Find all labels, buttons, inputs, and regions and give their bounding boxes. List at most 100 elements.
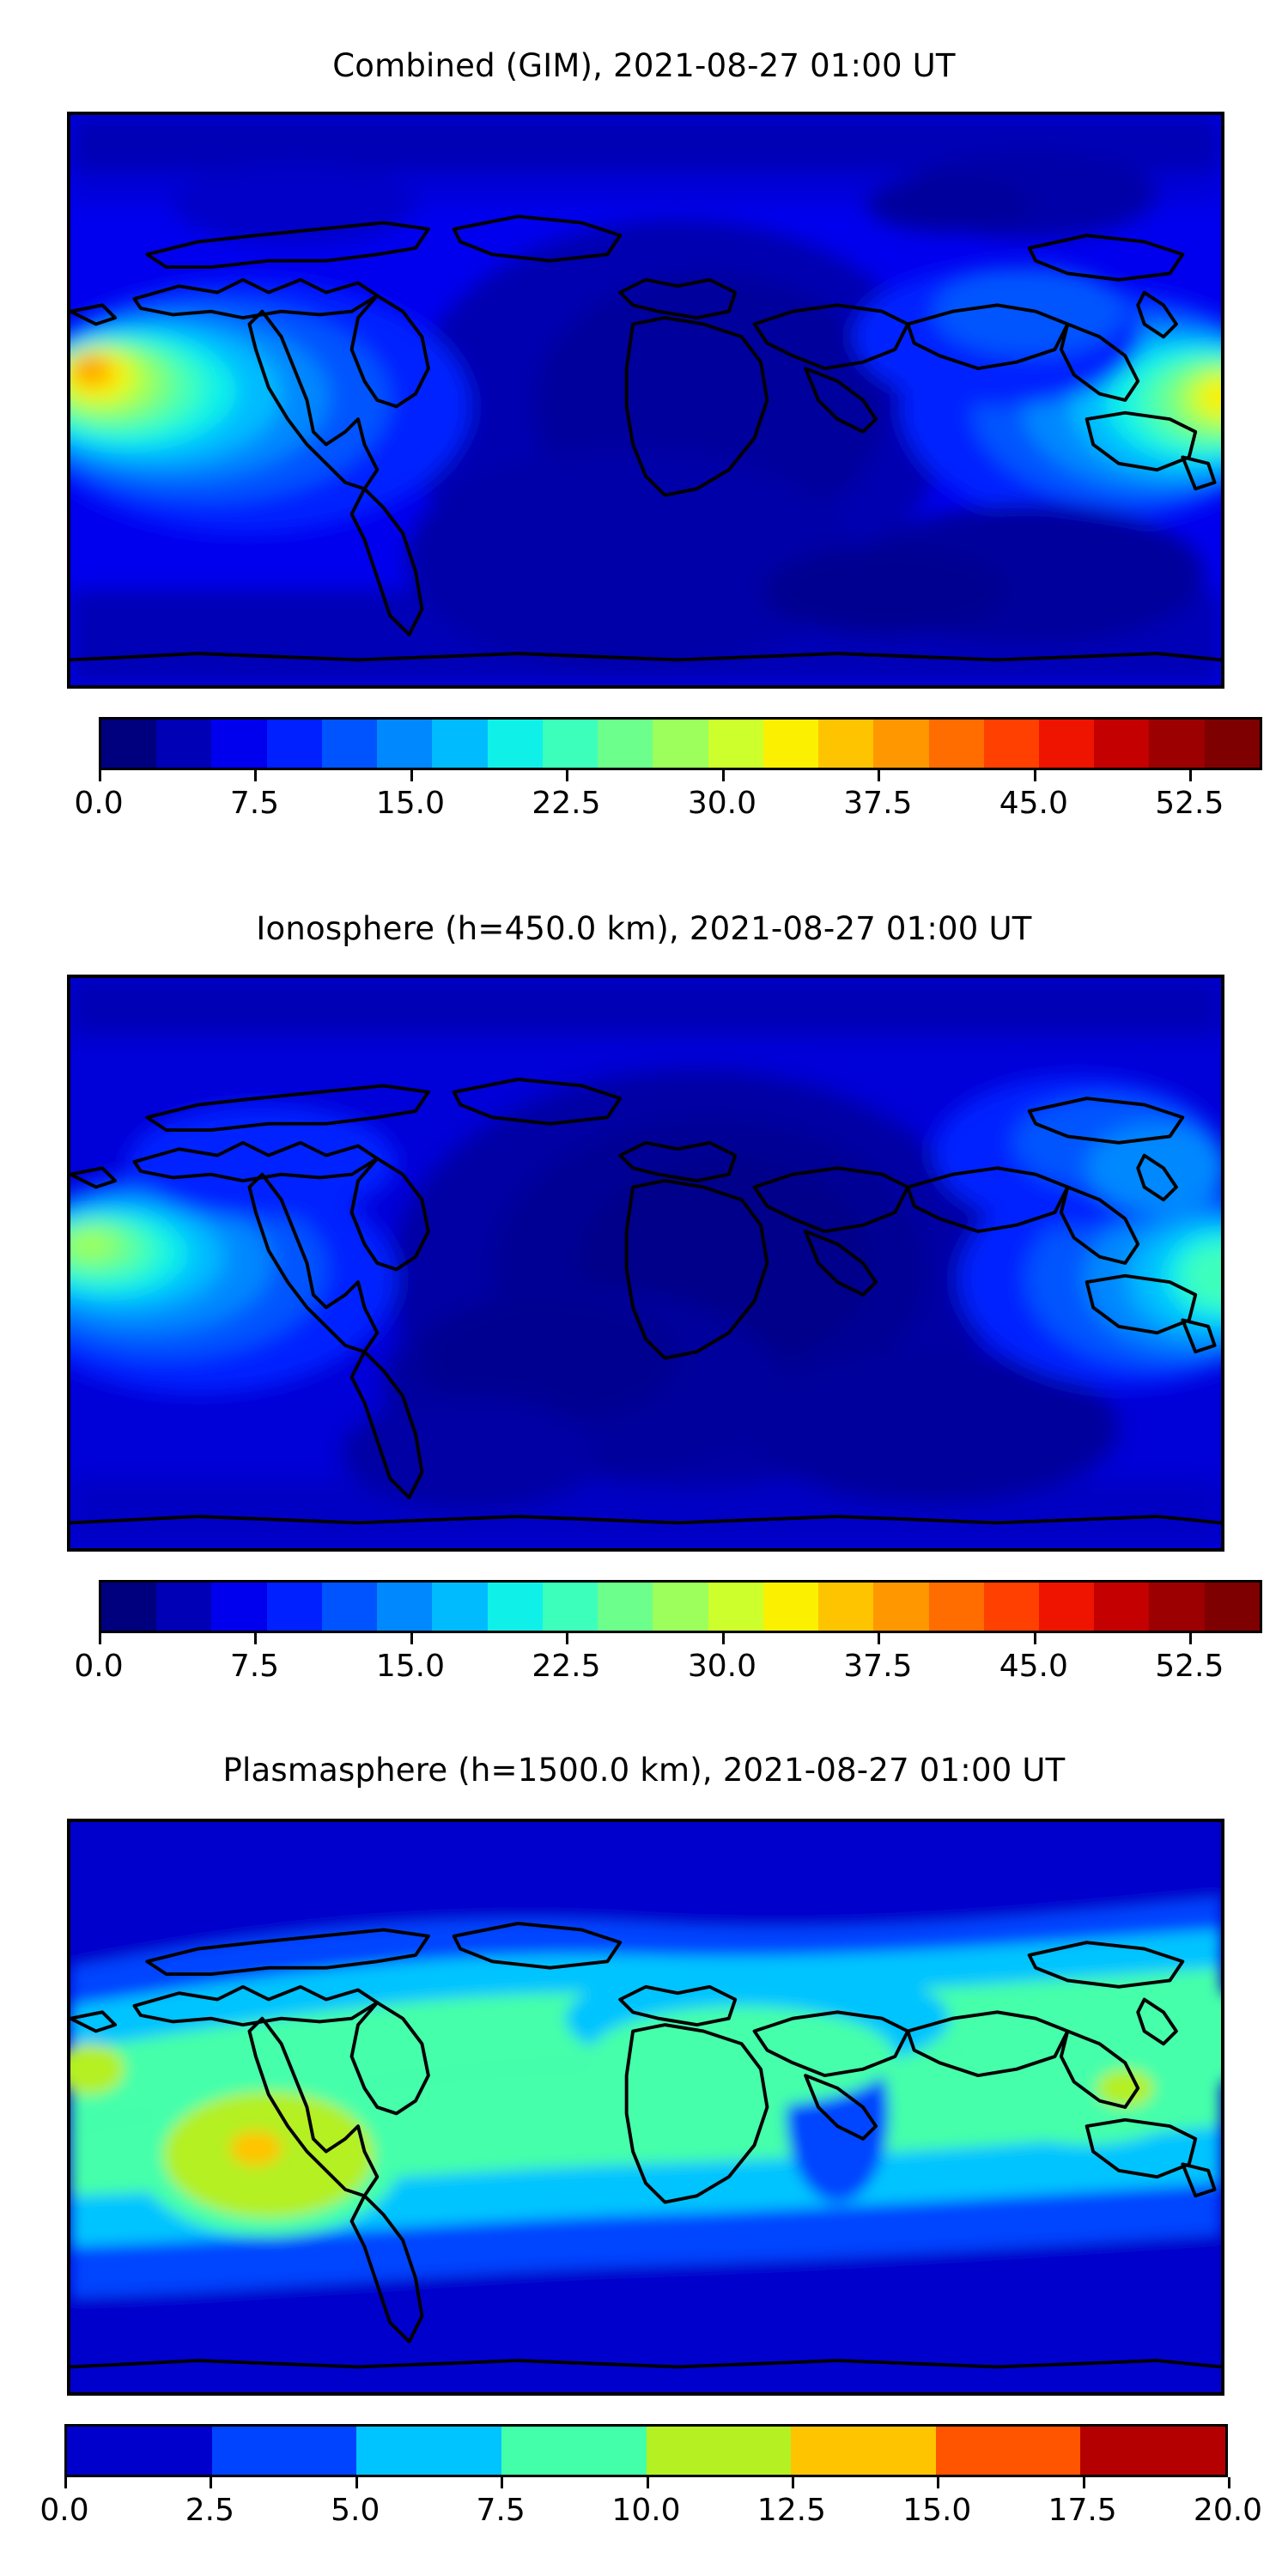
colorbar-tick bbox=[878, 1633, 881, 1644]
panel-title-ionosphere: Ionosphere (h=450.0 km), 2021-08-27 01:0… bbox=[256, 910, 1032, 947]
colorbar-segment bbox=[873, 720, 929, 768]
colorbar-tick bbox=[254, 770, 258, 781]
colorbar-segment bbox=[1149, 1583, 1205, 1631]
map-canvas-ionosphere bbox=[70, 978, 1221, 1548]
colorbar-ionosphere bbox=[99, 1580, 1262, 1633]
colorbar-segment bbox=[935, 2427, 1081, 2475]
colorbar-tick bbox=[1189, 770, 1193, 781]
colorbar-tick bbox=[501, 2477, 504, 2488]
map-ionosphere bbox=[67, 975, 1224, 1552]
colorbar-segment bbox=[156, 720, 212, 768]
colorbar-segment bbox=[432, 1583, 488, 1631]
colorbar-combined bbox=[99, 717, 1262, 770]
colorbar-tick bbox=[646, 2477, 649, 2488]
colorbar-tick bbox=[355, 2477, 358, 2488]
colorbar-segment bbox=[653, 1583, 708, 1631]
colorbar-segment bbox=[487, 720, 543, 768]
colorbar-segment bbox=[67, 2427, 212, 2475]
colorbar-tick bbox=[937, 2477, 940, 2488]
map-combined-gim bbox=[67, 112, 1224, 689]
colorbar-tick-label: 20.0 bbox=[1193, 2493, 1263, 2528]
colorbar-tick bbox=[1189, 1633, 1193, 1644]
colorbar-tick bbox=[410, 1633, 413, 1644]
colorbar-tick-label: 22.5 bbox=[532, 786, 601, 821]
map-plasmasphere bbox=[67, 1819, 1224, 2396]
colorbar-segment bbox=[321, 1583, 378, 1631]
colorbar-tick-label: 7.5 bbox=[229, 1649, 280, 1684]
colorbar-tick-label: 45.0 bbox=[999, 1649, 1068, 1684]
colorbar-segment bbox=[101, 720, 157, 768]
colorbar-tick-label: 0.0 bbox=[74, 786, 124, 821]
colorbar-segment bbox=[983, 720, 1039, 768]
colorbar-tick bbox=[721, 770, 725, 781]
colorbar-segment bbox=[266, 1583, 322, 1631]
colorbar-tick-label: 30.0 bbox=[687, 1649, 756, 1684]
colorbar-segment bbox=[542, 1583, 598, 1631]
colorbar-tick-label: 45.0 bbox=[999, 786, 1068, 821]
colorbar-segment bbox=[928, 1583, 984, 1631]
panel-plasmasphere: Plasmasphere (h=1500.0 km), 2021-08-27 0… bbox=[0, 1735, 1288, 2576]
colorbar-segment bbox=[818, 720, 874, 768]
colorbar-ionosphere-gradient bbox=[99, 1580, 1262, 1633]
colorbar-segment bbox=[873, 1583, 929, 1631]
colorbar-segment bbox=[211, 720, 267, 768]
colorbar-segment bbox=[598, 720, 653, 768]
colorbar-tick-label: 37.5 bbox=[843, 786, 913, 821]
colorbar-tick-label: 7.5 bbox=[229, 786, 280, 821]
colorbar-segment bbox=[762, 720, 819, 768]
colorbar-combined-gradient bbox=[99, 717, 1262, 770]
colorbar-segment bbox=[646, 2427, 792, 2475]
colorbar-tick-label: 30.0 bbox=[687, 786, 756, 821]
colorbar-tick bbox=[64, 2477, 67, 2488]
colorbar-tick-label: 17.5 bbox=[1048, 2493, 1117, 2528]
colorbar-segment bbox=[266, 720, 322, 768]
map-canvas-combined bbox=[70, 115, 1221, 685]
colorbar-segment bbox=[708, 1583, 763, 1631]
colorbar-tick bbox=[410, 770, 413, 781]
colorbar-segment bbox=[1038, 1583, 1095, 1631]
colorbar-segment bbox=[1204, 1583, 1260, 1631]
colorbar-segment bbox=[653, 720, 708, 768]
colorbar-plasmasphere-gradient bbox=[64, 2424, 1228, 2477]
colorbar-plasmasphere bbox=[64, 2424, 1228, 2477]
colorbar-segment bbox=[1204, 720, 1260, 768]
colorbar-tick bbox=[566, 1633, 569, 1644]
colorbar-tick-label: 15.0 bbox=[375, 1649, 446, 1684]
map-canvas-plasmasphere bbox=[70, 1822, 1221, 2392]
colorbar-segment bbox=[598, 1583, 653, 1631]
colorbar-tick bbox=[791, 2477, 794, 2488]
colorbar-segment bbox=[487, 1583, 543, 1631]
colorbar-tick bbox=[1228, 2477, 1230, 2488]
colorbar-segment bbox=[818, 1583, 874, 1631]
colorbar-tick bbox=[254, 1633, 258, 1644]
colorbar-tick bbox=[99, 1633, 101, 1644]
colorbar-segment bbox=[1094, 1583, 1150, 1631]
colorbar-tick bbox=[566, 770, 569, 781]
colorbar-segment bbox=[1094, 720, 1150, 768]
colorbar-tick-label: 15.0 bbox=[902, 2493, 972, 2528]
colorbar-tick-label: 7.5 bbox=[476, 2493, 526, 2528]
colorbar-tick bbox=[1033, 1633, 1036, 1644]
colorbar-segment bbox=[377, 1583, 433, 1631]
colorbar-tick bbox=[210, 2477, 213, 2488]
colorbar-segment bbox=[1080, 2427, 1225, 2475]
colorbar-segment bbox=[1038, 720, 1095, 768]
colorbar-segment bbox=[762, 1583, 819, 1631]
colorbar-tick-label: 52.5 bbox=[1155, 1649, 1224, 1684]
colorbar-segment bbox=[211, 2427, 357, 2475]
colorbar-tick-label: 5.0 bbox=[331, 2493, 380, 2528]
colorbar-tick-label: 12.5 bbox=[756, 2493, 826, 2528]
colorbar-segment bbox=[1149, 720, 1205, 768]
colorbar-tick-label: 52.5 bbox=[1155, 786, 1224, 821]
colorbar-tick-label: 0.0 bbox=[74, 1649, 124, 1684]
colorbar-segment bbox=[211, 1583, 267, 1631]
panel-ionosphere: Ionosphere (h=450.0 km), 2021-08-27 01:0… bbox=[0, 859, 1288, 1735]
colorbar-tick bbox=[99, 770, 101, 781]
colorbar-segment bbox=[791, 2427, 936, 2475]
colorbar-tick-label: 22.5 bbox=[532, 1649, 601, 1684]
panel-title-plasmasphere: Plasmasphere (h=1500.0 km), 2021-08-27 0… bbox=[222, 1752, 1066, 1789]
colorbar-tick bbox=[1033, 770, 1036, 781]
colorbar-segment bbox=[377, 720, 433, 768]
colorbar-segment bbox=[356, 2427, 501, 2475]
